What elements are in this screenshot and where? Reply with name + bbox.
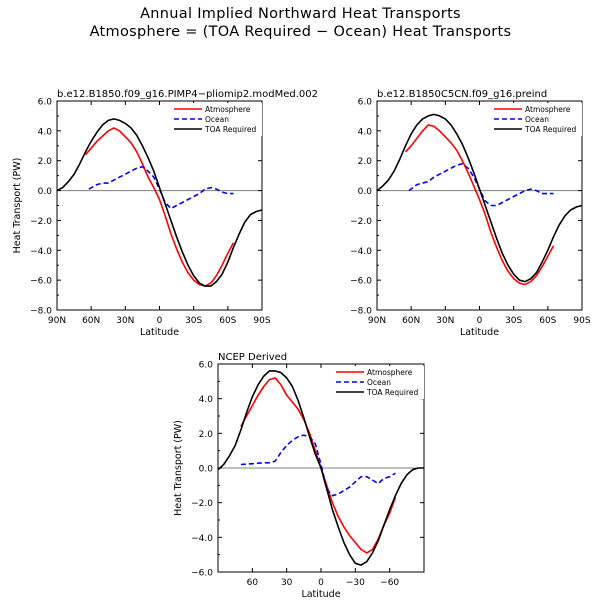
y-tick-label: −4.0: [30, 247, 52, 257]
x-tick-label: 30N: [436, 316, 454, 326]
y-tick-label: 2.0: [358, 157, 373, 167]
x-tick-label: 60S: [219, 316, 236, 326]
chart-panel-preind: b.e12.B1850C5CN.f09_g16.preind −8.0 −6.0 −4…: [350, 89, 591, 338]
series-line-atmosphere: [84, 127, 235, 287]
y-tick-label: 2.0: [38, 157, 53, 167]
x-tick-label: 90N: [368, 316, 386, 326]
series-line-atmosphere: [240, 377, 397, 554]
x-tick-label: 30S: [185, 316, 202, 326]
y-tick-label: −4.0: [350, 247, 372, 257]
x-tick-label: 90N: [48, 316, 66, 326]
chart-panel-ncep: NCEP Derived −6.0 −4.0 −2.0 0.0 2.0 4.0 6.0 60 30…: [173, 352, 425, 600]
series-line-ocean: [240, 434, 396, 497]
y-tick-label: −6.0: [191, 569, 213, 579]
series-line-ocean: [88, 165, 234, 210]
legend-label-toa-required: TOA Required: [204, 125, 256, 134]
legend-label-ocean: Ocean: [367, 378, 391, 387]
y-axis-label: Heat Transport (PW): [12, 158, 23, 254]
series-line-toa-required: [217, 370, 424, 566]
x-tick-label: 60S: [539, 316, 556, 326]
x-tick-label: 60N: [402, 316, 420, 326]
x-tick-label: 0: [157, 316, 163, 326]
legend-label-atmosphere: Atmosphere: [205, 105, 251, 114]
panel-title: b.e12.B1850C5CN.f09_g16.preind: [377, 89, 547, 100]
x-tick-label: −30: [346, 578, 365, 588]
y-tick-label: −2.0: [191, 499, 213, 509]
x-tick-label: 30S: [505, 316, 522, 326]
x-tick-label: 60: [247, 578, 259, 588]
x-axis-label: Latitude: [140, 327, 179, 338]
x-tick-label: 30: [281, 578, 293, 588]
x-axis-label: Latitude: [301, 589, 340, 600]
x-tick-label: 0: [318, 578, 324, 588]
figure-title-line-1: Annual Implied Northward Heat Transports: [140, 6, 461, 22]
x-axis-label: Latitude: [460, 327, 499, 338]
y-tick-label: 0.0: [38, 187, 53, 197]
y-tick-label: −2.0: [350, 217, 372, 227]
y-tick-label: 0.0: [199, 465, 214, 475]
y-tick-label: 6.0: [199, 361, 214, 371]
panel-title: NCEP Derived: [218, 352, 287, 363]
y-tick-label: −8.0: [30, 307, 52, 317]
series-line-toa-required: [56, 118, 263, 287]
y-tick-label: −6.0: [30, 277, 52, 287]
y-tick-label: 2.0: [199, 430, 214, 440]
x-tick-label: 0: [477, 316, 483, 326]
x-tick-label: 90S: [573, 316, 590, 326]
y-tick-label: −6.0: [350, 277, 372, 287]
x-tick-label: 60N: [82, 316, 100, 326]
y-tick-label: 6.0: [358, 98, 373, 108]
y-tick-label: −8.0: [350, 307, 372, 317]
legend-label-toa-required: TOA Required: [524, 125, 576, 134]
series-line-ocean: [408, 162, 554, 207]
legend-label-atmosphere: Atmosphere: [367, 368, 413, 377]
y-tick-label: 4.0: [38, 127, 53, 137]
y-tick-label: 4.0: [199, 395, 214, 405]
legend-label-ocean: Ocean: [205, 115, 229, 124]
y-tick-label: 0.0: [358, 187, 373, 197]
chart-panel-pimp4: b.e12.B1850.f09_g16.PIMP4−pliomip2.modMe…: [12, 89, 318, 338]
y-tick-label: −4.0: [191, 534, 213, 544]
legend-label-ocean: Ocean: [525, 115, 549, 124]
y-axis-label: Heat Transport (PW): [173, 420, 184, 516]
series-line-atmosphere: [404, 124, 555, 286]
y-tick-label: 6.0: [38, 98, 53, 108]
panel-title: b.e12.B1850.f09_g16.PIMP4−pliomip2.modMe…: [57, 89, 318, 100]
series-line-toa-required: [376, 113, 583, 283]
y-tick-label: −2.0: [30, 217, 52, 227]
legend-label-atmosphere: Atmosphere: [525, 105, 571, 114]
legend-label-toa-required: TOA Required: [366, 388, 418, 397]
x-tick-label: 30N: [116, 316, 134, 326]
x-tick-label: −60: [380, 578, 399, 588]
y-tick-label: 4.0: [358, 127, 373, 137]
x-tick-label: 90S: [253, 316, 270, 326]
figure-title-line-2: Atmosphere = (TOA Required − Ocean) Heat…: [89, 24, 512, 40]
